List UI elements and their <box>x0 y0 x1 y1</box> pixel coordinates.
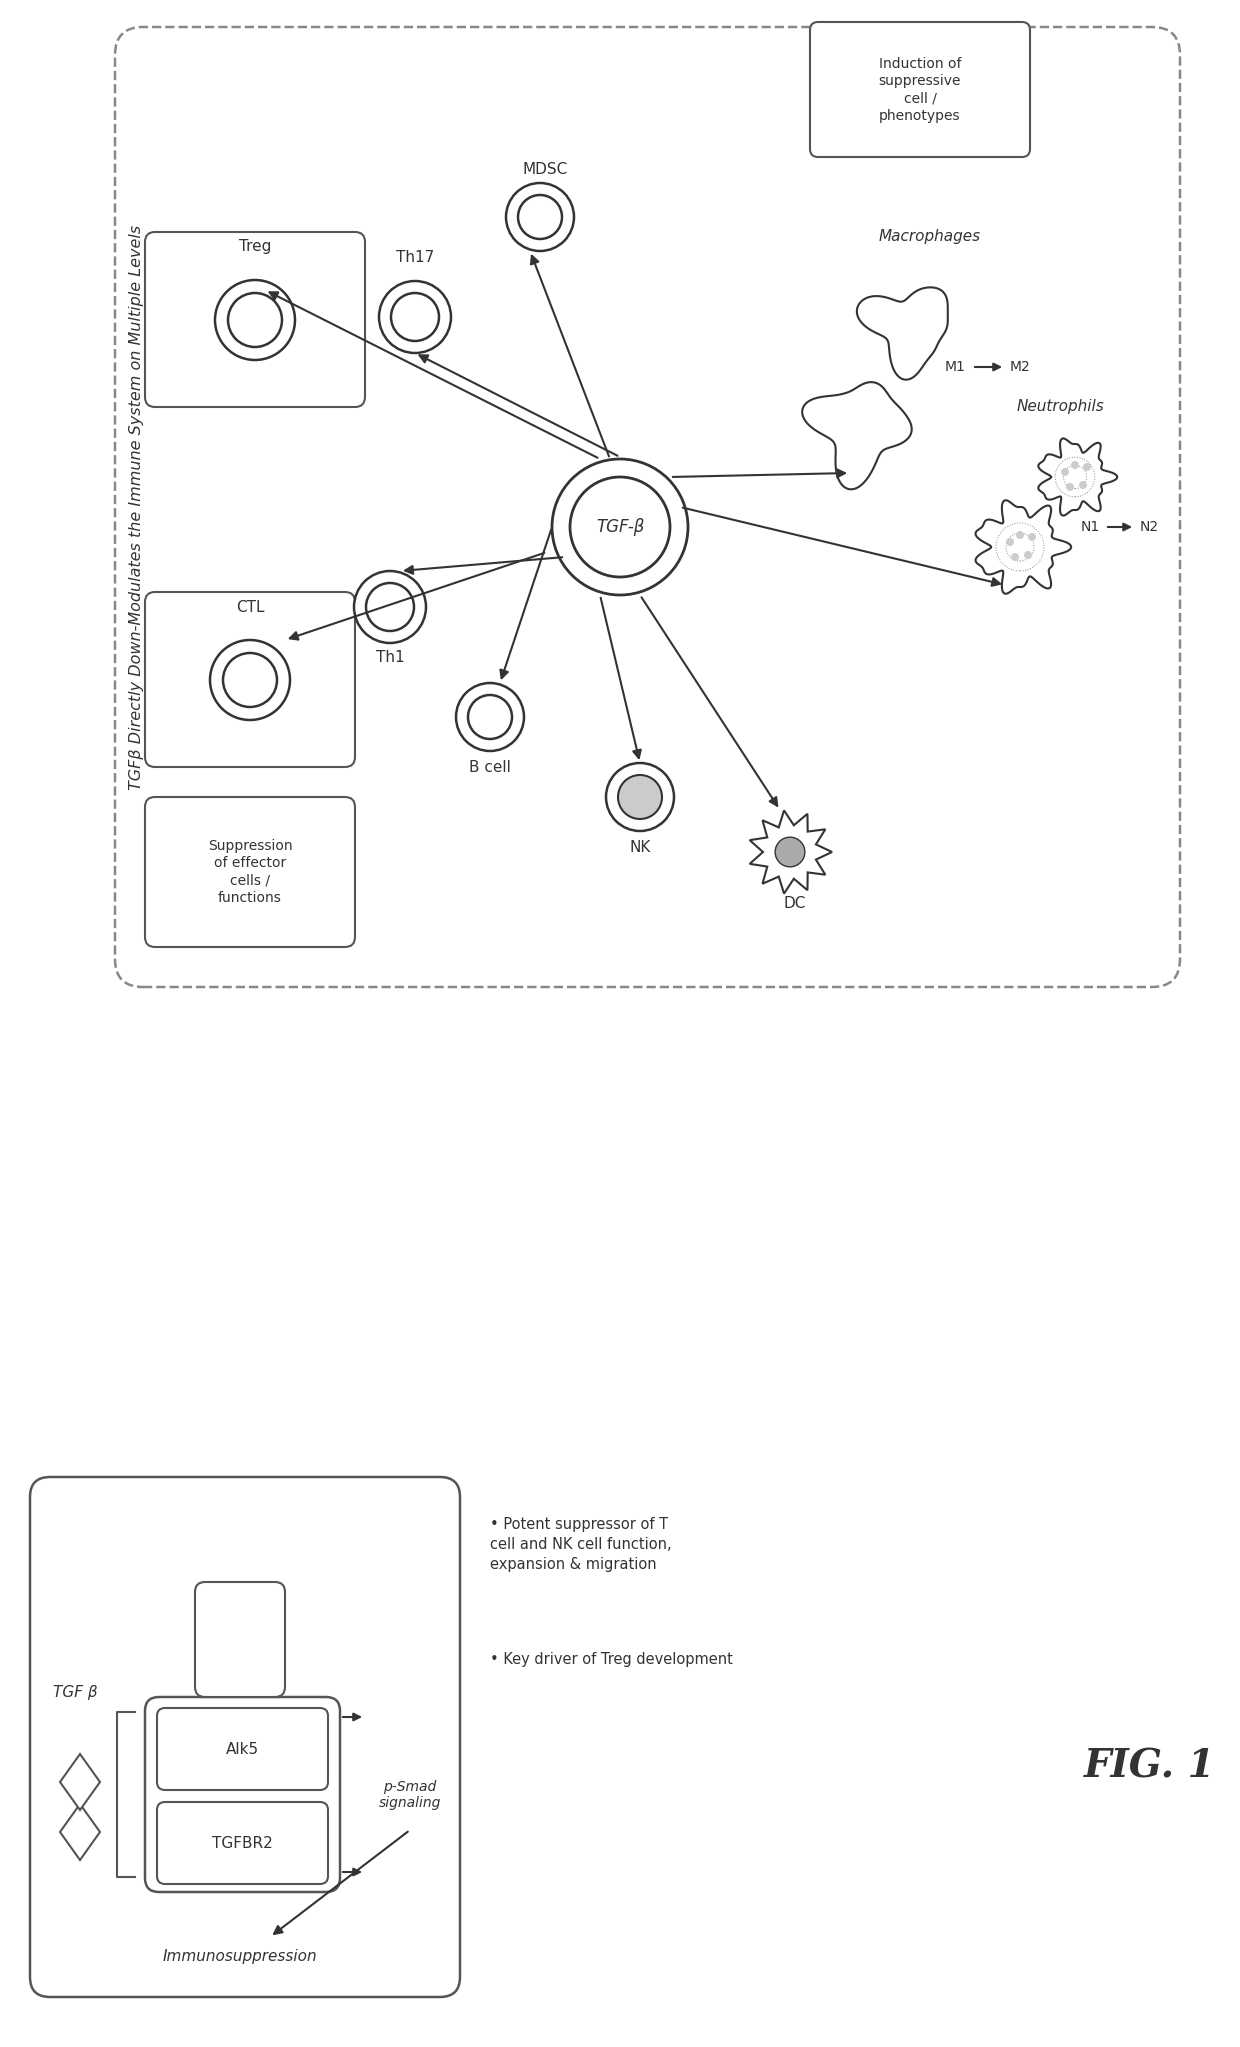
Circle shape <box>467 696 512 739</box>
Text: N1: N1 <box>1081 520 1100 534</box>
Text: Alk5: Alk5 <box>226 1742 259 1756</box>
Circle shape <box>1011 553 1019 561</box>
Circle shape <box>1083 463 1091 471</box>
Text: • Potent suppressor of T
cell and NK cell function,
expansion & migration: • Potent suppressor of T cell and NK cel… <box>490 1517 672 1572</box>
Text: Induction of
suppressive
cell /
phenotypes: Induction of suppressive cell / phenotyp… <box>879 57 961 123</box>
Circle shape <box>391 293 439 342</box>
Text: Th1: Th1 <box>376 649 404 665</box>
Polygon shape <box>802 383 911 489</box>
Text: CTL: CTL <box>236 600 264 614</box>
Polygon shape <box>857 287 947 379</box>
FancyBboxPatch shape <box>145 592 355 768</box>
Text: p-Smad
signaling: p-Smad signaling <box>378 1781 441 1810</box>
Text: MDSC: MDSC <box>522 162 568 176</box>
Text: TGFβ Directly Down-Modulates the Immune System on Multiple Levels: TGFβ Directly Down-Modulates the Immune … <box>129 225 145 790</box>
Text: TGFBR2: TGFBR2 <box>212 1836 273 1850</box>
Circle shape <box>353 571 427 643</box>
Polygon shape <box>750 811 832 895</box>
Text: FIG. 1: FIG. 1 <box>1084 1748 1215 1785</box>
FancyBboxPatch shape <box>145 796 355 948</box>
Circle shape <box>366 583 414 630</box>
Circle shape <box>570 477 670 577</box>
Polygon shape <box>60 1754 100 1810</box>
FancyBboxPatch shape <box>810 23 1030 158</box>
Polygon shape <box>60 1803 100 1861</box>
FancyBboxPatch shape <box>195 1582 285 1697</box>
Text: N2: N2 <box>1140 520 1159 534</box>
Text: Macrophages: Macrophages <box>879 229 981 244</box>
Text: Neutrophils: Neutrophils <box>1016 399 1104 413</box>
Circle shape <box>1071 461 1079 469</box>
Text: • Key driver of Treg development: • Key driver of Treg development <box>490 1652 733 1666</box>
Polygon shape <box>1038 438 1117 516</box>
Circle shape <box>606 764 675 831</box>
Circle shape <box>456 684 525 751</box>
Polygon shape <box>976 499 1071 594</box>
FancyBboxPatch shape <box>157 1801 329 1883</box>
Circle shape <box>210 641 290 721</box>
Text: TGF-β: TGF-β <box>595 518 645 536</box>
Circle shape <box>1066 483 1074 491</box>
Text: B cell: B cell <box>469 759 511 774</box>
Text: Suppression
of effector
cells /
functions: Suppression of effector cells / function… <box>207 839 293 905</box>
Circle shape <box>379 280 451 352</box>
Text: Treg: Treg <box>239 239 272 254</box>
Circle shape <box>1006 538 1014 547</box>
FancyBboxPatch shape <box>115 27 1180 987</box>
Text: TGF β: TGF β <box>52 1685 97 1699</box>
FancyBboxPatch shape <box>157 1707 329 1789</box>
Text: NK: NK <box>630 839 651 854</box>
Text: Th17: Th17 <box>396 250 434 264</box>
Circle shape <box>506 182 574 252</box>
Circle shape <box>552 459 688 596</box>
Text: M1: M1 <box>944 360 965 375</box>
Text: DC: DC <box>784 897 806 911</box>
Circle shape <box>1079 481 1087 489</box>
FancyBboxPatch shape <box>145 231 365 407</box>
Text: Immunosuppression: Immunosuppression <box>162 1949 317 1965</box>
Circle shape <box>775 837 805 866</box>
FancyBboxPatch shape <box>30 1478 460 1998</box>
Circle shape <box>228 293 281 348</box>
Circle shape <box>223 653 277 706</box>
Circle shape <box>1061 469 1069 477</box>
Circle shape <box>518 194 562 239</box>
FancyBboxPatch shape <box>145 1697 340 1891</box>
Circle shape <box>1024 551 1032 559</box>
Circle shape <box>1028 532 1035 540</box>
Circle shape <box>215 280 295 360</box>
Text: M2: M2 <box>1011 360 1030 375</box>
Circle shape <box>618 776 662 819</box>
Circle shape <box>1016 530 1024 538</box>
